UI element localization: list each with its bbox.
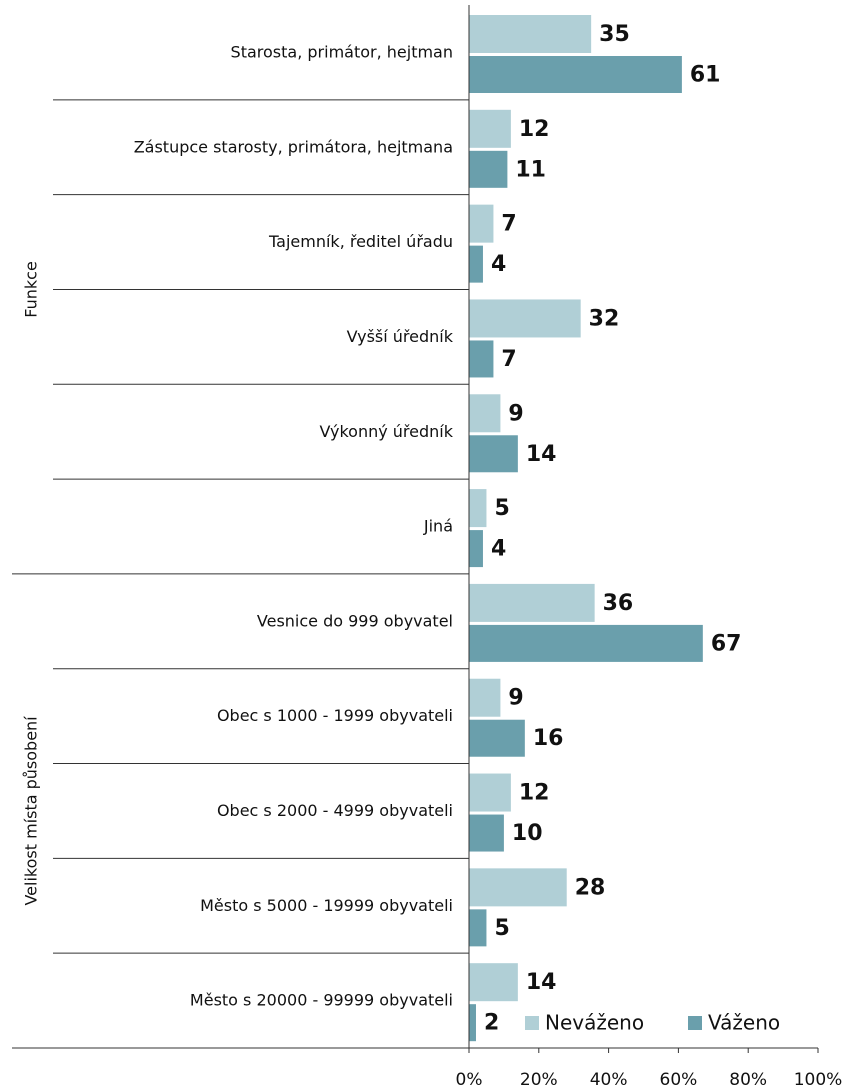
value-label: 9: [508, 401, 523, 426]
x-tick-label: 40%: [590, 1070, 628, 1090]
bar: [469, 340, 494, 378]
bar: [469, 204, 494, 243]
value-label: 4: [491, 537, 506, 562]
value-label: 12: [519, 781, 550, 806]
category-label: Tajemník, ředitel úřadu: [268, 232, 453, 251]
category-label: Starosta, primátor, hejtman: [231, 43, 453, 62]
category-label: Zástupce starosty, primátora, hejtmana: [134, 137, 453, 156]
value-label: 14: [526, 442, 557, 467]
category-label: Jiná: [423, 517, 453, 536]
value-label: 5: [494, 916, 509, 941]
bar: [469, 773, 511, 812]
value-label: 35: [599, 22, 630, 47]
value-label: 16: [533, 726, 564, 751]
category-label: Vesnice do 999 obyvatel: [257, 611, 453, 630]
value-label: 12: [519, 117, 550, 142]
x-tick-label: 80%: [729, 1070, 767, 1090]
legend-swatch: [525, 1016, 539, 1030]
bar: [469, 719, 525, 757]
bar: [469, 678, 501, 717]
category-label: Obec s 1000 - 1999 obyvateli: [217, 706, 453, 725]
x-tick-label: 60%: [660, 1070, 698, 1090]
x-tick-label: 0%: [456, 1070, 483, 1090]
value-label: 10: [512, 821, 543, 846]
legend-swatch: [688, 1016, 702, 1030]
bar: [469, 963, 518, 1002]
bar: [469, 245, 483, 283]
value-label: 36: [603, 591, 634, 616]
category-label: Výkonný úředník: [319, 422, 453, 441]
value-label: 5: [494, 496, 509, 521]
legend-label: Váženo: [708, 1011, 780, 1035]
legend-label: Neváženo: [545, 1011, 644, 1035]
value-label: 11: [515, 157, 546, 182]
bar: [469, 583, 595, 622]
group-label: Velikost místa působení: [22, 716, 41, 906]
value-label: 67: [711, 631, 742, 656]
bar: [469, 909, 487, 947]
bar: [469, 489, 487, 528]
bar: [469, 299, 581, 338]
x-tick-label: 100%: [794, 1070, 843, 1090]
value-label: 32: [589, 306, 620, 331]
bar: [469, 530, 483, 568]
bar: [469, 15, 592, 53]
bar: [469, 814, 504, 852]
bar: [469, 1004, 476, 1042]
bar: [469, 435, 518, 473]
bar: [469, 109, 511, 148]
value-label: 2: [484, 1011, 499, 1036]
bar: [469, 56, 682, 93]
bar: [469, 394, 501, 433]
category-label: Vyšší úředník: [347, 327, 454, 346]
category-label: Město s 20000 - 99999 obyvateli: [190, 991, 453, 1010]
value-label: 4: [491, 252, 506, 277]
group-label: Funkce: [22, 261, 41, 318]
value-label: 7: [501, 347, 516, 372]
value-label: 28: [575, 875, 606, 900]
bar: [469, 868, 567, 907]
value-label: 7: [501, 212, 516, 237]
category-label: Město s 5000 - 19999 obyvateli: [200, 896, 453, 915]
value-label: 14: [526, 970, 557, 995]
category-label: Obec s 2000 - 4999 obyvateli: [217, 801, 453, 820]
x-tick-label: 20%: [520, 1070, 558, 1090]
value-label: 61: [690, 63, 721, 88]
value-label: 9: [508, 686, 523, 711]
bar: [469, 150, 508, 188]
bar: [469, 624, 703, 662]
